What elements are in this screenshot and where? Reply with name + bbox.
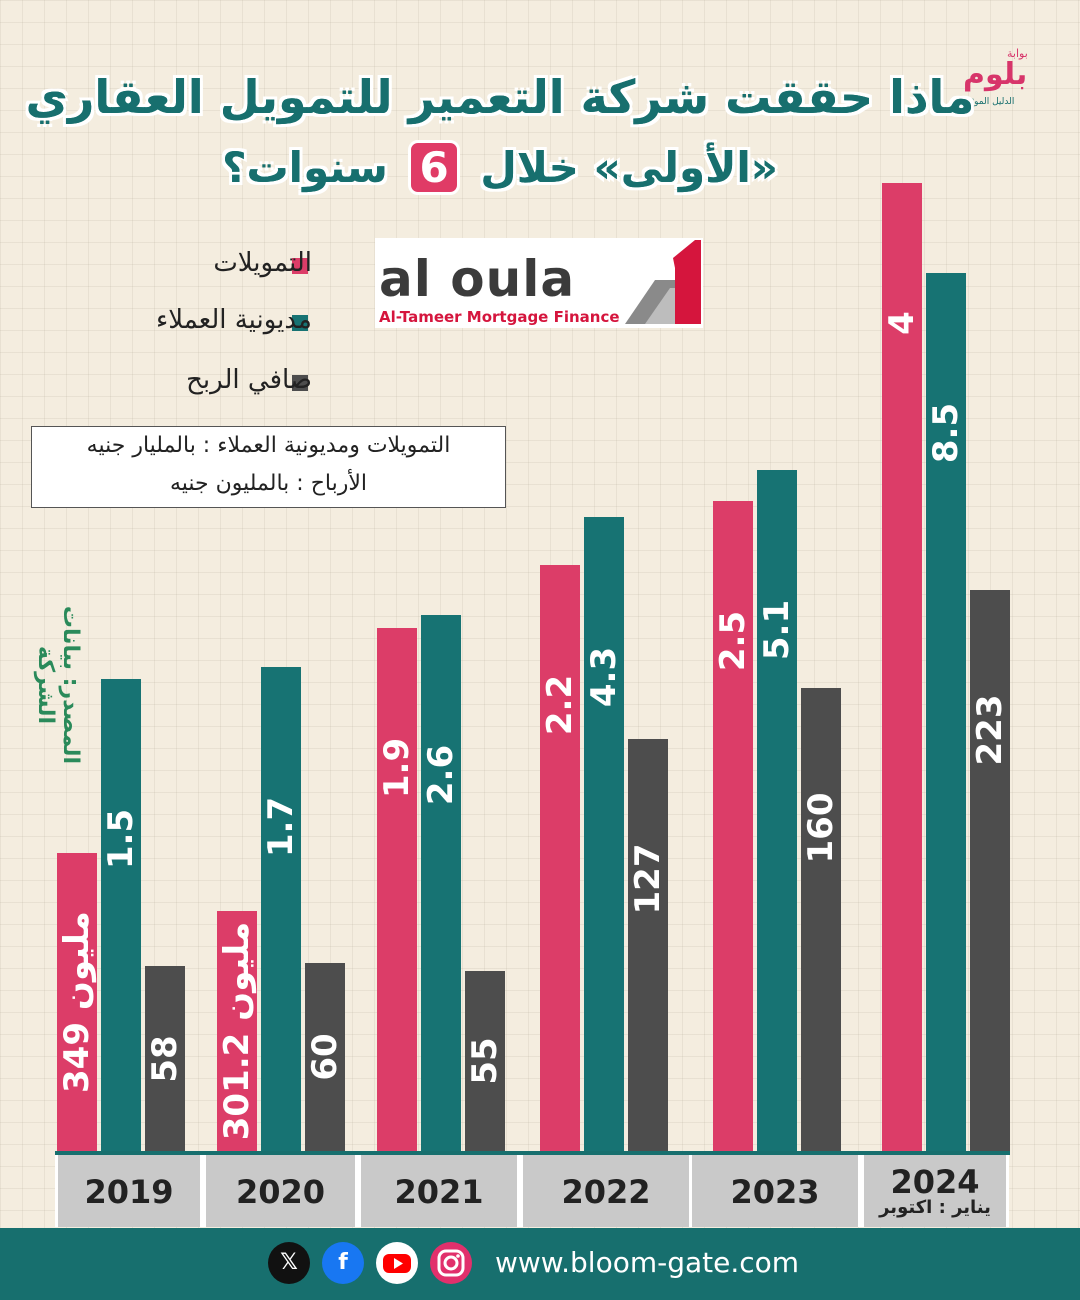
logo-wordmark: al oula xyxy=(379,250,576,308)
bar-profit-2020: 60 xyxy=(305,963,345,1151)
bar-label-financing-2020: 301.2 مليون xyxy=(217,921,257,1141)
year-cell-2024: 2024 يناير : اكتوبر xyxy=(861,1155,1009,1227)
bar-profit-2023: 160 xyxy=(801,688,841,1151)
year-label-2023: 2023 xyxy=(730,1173,820,1211)
bar-label-debt-2022: 4.3 xyxy=(584,646,624,707)
bar-financing-2022: 2.2 xyxy=(540,564,580,1151)
brand-logo: بوابة بلوم الدليل الموثوق xyxy=(955,45,1050,115)
units-line-1: التمويلات ومديونية العملاء : بالمليار جن… xyxy=(86,433,451,458)
bar-label-profit-2024: 223 xyxy=(970,694,1010,766)
year-cell-2021: 2021 xyxy=(358,1155,520,1227)
youtube-icon[interactable] xyxy=(376,1242,418,1284)
bar-debt-2020: 1.7 xyxy=(261,667,301,1151)
bar-profit-2024: 223 xyxy=(970,590,1010,1151)
bar-label-financing-2022: 2.2 xyxy=(540,674,580,735)
bar-debt-2019: 1.5 xyxy=(101,679,141,1151)
year-cell-2019: 2019 xyxy=(55,1155,203,1227)
x-icon[interactable]: 𝕏 xyxy=(268,1242,310,1284)
bar-label-debt-2024: 8.5 xyxy=(926,402,966,464)
legend-swatch-financing xyxy=(292,258,308,274)
bar-financing-2019: 349 مليون xyxy=(57,853,97,1151)
brand-top-text: بوابة xyxy=(1007,47,1028,60)
year-label-2020: 2020 xyxy=(235,1173,326,1211)
year-label-2019: 2019 xyxy=(84,1173,174,1211)
bar-financing-2024: 4 xyxy=(882,183,922,1151)
bar-debt-2023: 5.1 xyxy=(757,470,797,1151)
brand-sub-text: الدليل الموثوق xyxy=(960,97,1015,107)
units-line-2: الأرباح : بالمليون جنيه xyxy=(169,471,368,496)
title-line-2-post: سنوات؟ xyxy=(222,143,388,192)
legend-label-profit: صافي الربح xyxy=(186,365,312,395)
bar-profit-2019: 58 xyxy=(145,966,185,1151)
bar-profit-2022: 127 xyxy=(628,739,668,1151)
bar-label-financing-2019: 349 مليون xyxy=(57,911,97,1093)
bar-label-debt-2023: 5.1 xyxy=(757,600,797,661)
legend-swatch-profit xyxy=(292,375,308,391)
title-line-2-pre: «الأولى» خلال xyxy=(480,143,778,192)
bar-label-profit-2022: 127 xyxy=(628,843,668,915)
bar-label-financing-2024: 4 xyxy=(882,311,922,335)
year-label-2021: 2021 xyxy=(394,1173,484,1211)
legend-label-financing: التمويلات xyxy=(213,248,312,278)
bar-label-debt-2021: 2.6 xyxy=(421,745,461,806)
legend-swatch-debt xyxy=(292,315,308,331)
legend-label-debt: مديونية العملاء xyxy=(156,305,312,335)
bar-financing-2023: 2.5 xyxy=(713,501,753,1151)
year-cell-2023: 2023 xyxy=(689,1155,861,1227)
instagram-glyph xyxy=(437,1249,465,1277)
website-link[interactable]: www.bloom-gate.com xyxy=(495,1246,800,1279)
footer: 𝕏 f www.bloom-gate.com xyxy=(0,1228,1080,1300)
year-label-2022: 2022 xyxy=(561,1173,651,1211)
bar-label-profit-2023: 160 xyxy=(801,792,841,864)
bar-label-profit-2019: 58 xyxy=(145,1034,185,1083)
facebook-icon[interactable]: f xyxy=(322,1242,364,1284)
bar-label-financing-2021: 1.9 xyxy=(377,738,417,799)
bar-label-debt-2019: 1.5 xyxy=(101,808,141,870)
bar-financing-2020: 301.2 مليون xyxy=(217,911,257,1151)
bar-profit-2021: 55 xyxy=(465,970,505,1151)
title-number: 6 xyxy=(408,140,460,195)
year-label-2024: 2024 xyxy=(890,1163,980,1201)
bar-label-debt-2020: 1.7 xyxy=(261,797,301,858)
year-cell-2022: 2022 xyxy=(520,1155,692,1227)
title-line-2: «الأولى» خلال 6 سنوات؟ xyxy=(0,140,1000,195)
x-axis-line xyxy=(55,1151,1010,1155)
source-note: المصدر: بيانات الشركة xyxy=(33,605,83,765)
bar-label-profit-2021: 55 xyxy=(465,1037,505,1085)
bar-financing-2021: 1.9 xyxy=(377,628,417,1151)
instagram-icon[interactable] xyxy=(430,1242,472,1284)
logo-mark-icon xyxy=(625,240,701,324)
year-note-2024: يناير : اكتوبر xyxy=(879,1197,991,1218)
bar-debt-2024: 8.5 xyxy=(926,273,966,1151)
youtube-glyph xyxy=(383,1254,411,1273)
brand-name: بلوم xyxy=(963,57,1028,92)
bar-label-financing-2023: 2.5 xyxy=(713,610,753,672)
title-line-1: ماذا حققت شركة التعمير للتمويل العقاري xyxy=(25,70,975,124)
al-oula-logo: al oula Al-Tameer Mortgage Finance xyxy=(375,238,703,328)
bar-label-profit-2020: 60 xyxy=(305,1033,345,1081)
logo-subtitle: Al-Tameer Mortgage Finance xyxy=(379,308,620,326)
units-note: التمويلات ومديونية العملاء : بالمليار جن… xyxy=(31,426,506,508)
year-cell-2020: 2020 xyxy=(203,1155,358,1227)
bar-debt-2021: 2.6 xyxy=(421,615,461,1151)
bar-debt-2022: 4.3 xyxy=(584,516,624,1151)
